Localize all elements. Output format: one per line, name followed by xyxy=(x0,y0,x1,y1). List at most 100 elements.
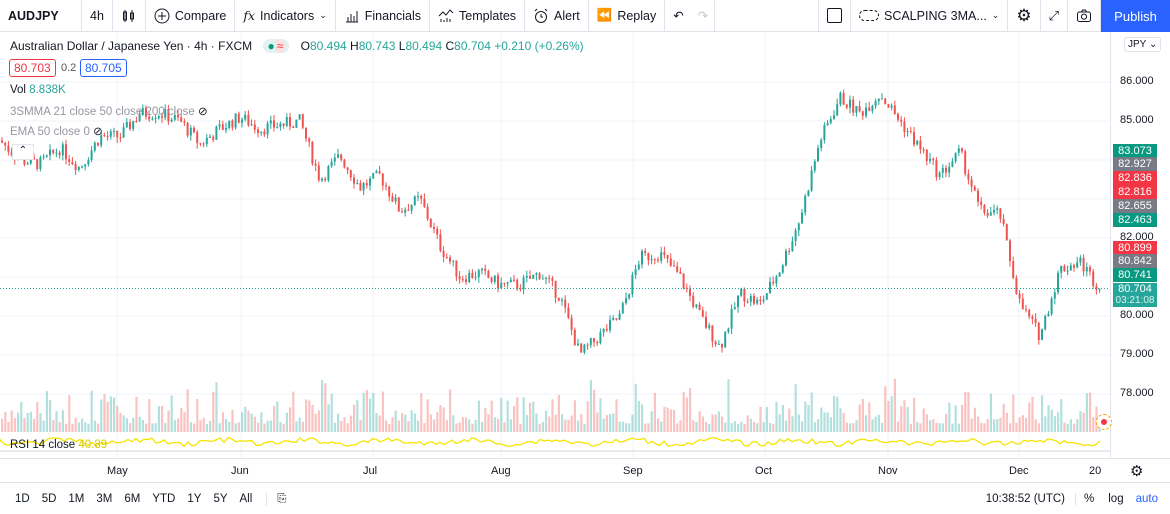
publish-button[interactable]: Publish xyxy=(1101,0,1170,32)
auto-toggle[interactable]: auto xyxy=(1135,493,1158,505)
interval-button[interactable]: 4h xyxy=(82,0,113,32)
volume-bar xyxy=(324,383,327,432)
candle-body xyxy=(122,127,125,138)
alert-indicator-icon[interactable] xyxy=(1096,414,1112,430)
candle-body xyxy=(842,92,845,105)
volume-bar xyxy=(93,420,96,432)
templates-button[interactable]: Templates xyxy=(430,0,526,32)
price-axis[interactable] xyxy=(1110,32,1170,458)
candle-body xyxy=(1047,314,1050,316)
chart-type-button[interactable] xyxy=(113,0,146,32)
volume-bar xyxy=(209,420,212,432)
price-chart[interactable] xyxy=(0,32,1110,458)
range-3m[interactable]: 3M xyxy=(96,493,113,505)
candle-body xyxy=(100,135,103,146)
time-axis[interactable]: May Jun Jul Aug Sep Oct Nov Dec 20 xyxy=(0,458,1170,483)
candle-body xyxy=(487,270,490,278)
candle-body xyxy=(61,144,64,156)
volume-bar xyxy=(1066,423,1069,432)
gear-icon[interactable]: ⚙ xyxy=(1130,463,1144,480)
volume-bar xyxy=(1009,423,1012,432)
candle-body xyxy=(906,131,909,133)
range-1m[interactable]: 1M xyxy=(68,493,85,505)
candle-body xyxy=(861,111,864,116)
volume-bar xyxy=(660,421,663,432)
candle-body xyxy=(308,138,311,142)
volume-bar xyxy=(330,393,333,432)
candle-body xyxy=(497,275,499,289)
volume-bar xyxy=(340,420,343,432)
volume-bar xyxy=(327,404,330,432)
volume-bar xyxy=(177,418,180,432)
replay-button[interactable]: ⏪ Replay xyxy=(589,0,666,32)
alert-label: Alert xyxy=(554,8,580,23)
range-1d[interactable]: 1D xyxy=(15,493,30,505)
candle-body xyxy=(481,268,483,271)
time-tick: 20 xyxy=(1089,465,1102,477)
candle-body xyxy=(737,295,739,308)
layout-name-button[interactable]: SCALPING 3MA... ⌄ xyxy=(851,0,1009,32)
indicators-button[interactable]: fx Indicators ⌄ xyxy=(235,0,336,32)
log-toggle[interactable]: log xyxy=(1108,493,1124,505)
change-value: +0.210 (+0.26%) xyxy=(494,39,584,53)
volume-bar xyxy=(717,411,720,432)
range-6m[interactable]: 6M xyxy=(124,493,141,505)
volume-bar xyxy=(753,421,756,432)
candle-body xyxy=(244,114,247,120)
range-5d[interactable]: 5D xyxy=(41,493,57,505)
candle-body xyxy=(1034,318,1037,323)
candle-body xyxy=(257,129,259,134)
candle-body xyxy=(327,166,330,181)
spread-value: 0.2 xyxy=(61,62,77,74)
volume-bar xyxy=(1082,412,1085,432)
candle-body xyxy=(529,276,531,279)
settings-button[interactable]: ⚙ xyxy=(1008,0,1041,32)
candle-body xyxy=(39,157,42,169)
financials-button[interactable]: Financials xyxy=(336,0,431,32)
range-ytd[interactable]: YTD xyxy=(152,493,176,505)
candle-body xyxy=(333,157,336,162)
fullscreen-button[interactable]: ⤢ xyxy=(1041,0,1068,32)
currency-button[interactable]: JPY ⌄ xyxy=(1124,37,1162,52)
buy-price-button[interactable]: 80.705 xyxy=(80,59,127,77)
eye-hidden-icon[interactable]: ⊘ xyxy=(197,106,208,118)
date-range-icon[interactable]: ⎘ xyxy=(266,492,287,506)
volume-bar xyxy=(173,420,176,432)
candle-body xyxy=(426,206,429,219)
price-label-tag: 82.655 xyxy=(1113,199,1157,213)
volume-bar xyxy=(244,406,247,432)
volume-bar xyxy=(333,422,336,432)
layout-toggle-button[interactable] xyxy=(817,0,851,32)
snapshot-button[interactable] xyxy=(1068,0,1101,32)
percent-toggle[interactable]: % xyxy=(1084,493,1095,505)
undo-icon[interactable]: ↶ xyxy=(673,9,684,23)
volume-bar xyxy=(538,423,541,432)
candle-body xyxy=(1,140,3,143)
time-tick: Dec xyxy=(1009,465,1029,477)
volume-bar xyxy=(954,405,957,432)
compare-button[interactable]: Compare xyxy=(146,0,236,32)
volume-bar xyxy=(161,405,164,432)
volume-bar xyxy=(788,408,791,432)
sell-price-button[interactable]: 80.703 xyxy=(9,59,56,77)
volume-bar xyxy=(554,414,557,432)
redo-icon[interactable]: ↷ xyxy=(697,9,709,23)
range-1y[interactable]: 1Y xyxy=(187,493,202,505)
alert-button[interactable]: Alert xyxy=(525,0,589,32)
volume-bar xyxy=(477,400,480,432)
ema-indicator-label[interactable]: EMA 50 close 0 ⊘ xyxy=(10,126,103,138)
symbol-search[interactable]: AUDJPY xyxy=(0,0,82,32)
range-all[interactable]: All xyxy=(239,493,253,505)
clock[interactable]: 10:38:52 (UTC) xyxy=(986,493,1077,505)
volume-bar xyxy=(420,393,423,432)
collapse-legend-button[interactable]: ⌃ xyxy=(12,144,34,160)
smma-indicator-label[interactable]: 3SMMA 21 close 50 close 200 close ⊘ xyxy=(10,106,208,118)
volume-bar xyxy=(388,423,391,432)
range-5y[interactable]: 5Y xyxy=(213,493,228,505)
candle-body xyxy=(407,209,410,211)
candle-body xyxy=(746,301,749,303)
eye-hidden-icon[interactable]: ⊘ xyxy=(93,126,103,138)
candle-body xyxy=(423,198,426,207)
candle-body xyxy=(676,266,679,272)
candle-body xyxy=(7,145,10,152)
